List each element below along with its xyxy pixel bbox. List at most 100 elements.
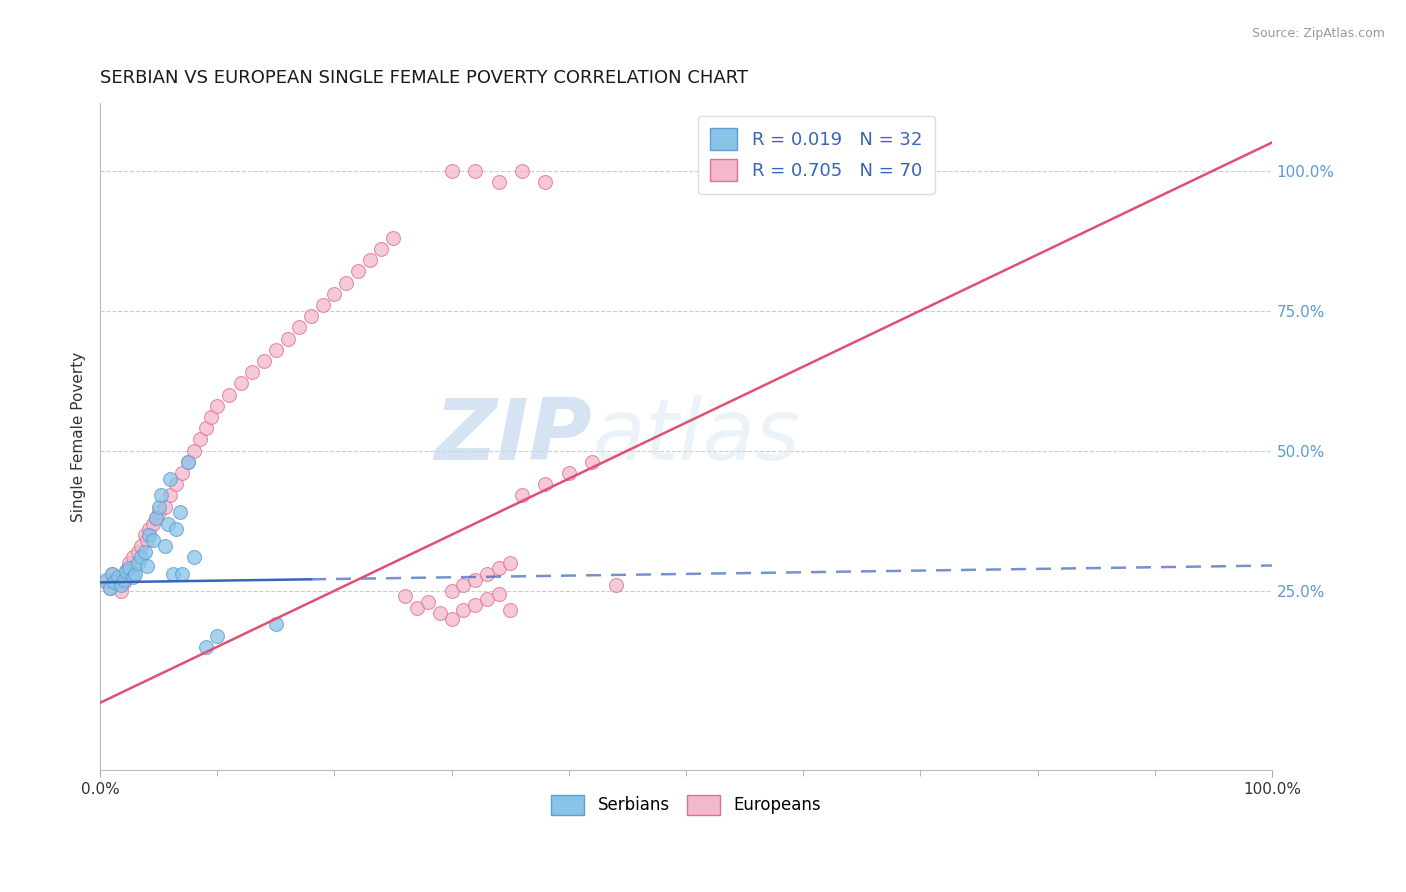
Point: [510, 488, 533, 502]
Point: [347, 264, 370, 278]
Point: [153, 539, 176, 553]
Point: [145, 511, 167, 525]
Point: [169, 505, 191, 519]
Point: [207, 628, 229, 642]
Point: [218, 387, 240, 401]
Point: [122, 550, 145, 565]
Point: [183, 550, 205, 565]
Point: [312, 298, 335, 312]
Point: [418, 595, 440, 609]
Point: [177, 455, 200, 469]
Point: [453, 578, 475, 592]
Point: [323, 286, 346, 301]
Point: [194, 421, 217, 435]
Point: [115, 564, 138, 578]
Point: [488, 175, 510, 189]
Point: [475, 592, 498, 607]
Point: [264, 343, 287, 357]
Point: [124, 566, 146, 581]
Point: [142, 533, 165, 548]
Point: [148, 505, 170, 519]
Point: [134, 544, 156, 558]
Point: [103, 575, 125, 590]
Point: [129, 539, 152, 553]
Point: [172, 466, 194, 480]
Point: [103, 573, 125, 587]
Point: [405, 600, 427, 615]
Point: [370, 242, 392, 256]
Point: [475, 566, 498, 581]
Point: [253, 354, 276, 368]
Point: [129, 550, 152, 565]
Point: [194, 640, 217, 654]
Point: [118, 561, 141, 575]
Point: [150, 488, 173, 502]
Point: [534, 477, 557, 491]
Point: [453, 603, 475, 617]
Point: [200, 410, 222, 425]
Point: [118, 556, 141, 570]
Point: [112, 575, 135, 590]
Point: [157, 516, 180, 531]
Point: [134, 527, 156, 541]
Point: [229, 376, 252, 391]
Point: [581, 455, 603, 469]
Point: [101, 566, 124, 581]
Point: [159, 472, 181, 486]
Point: [188, 433, 211, 447]
Point: [153, 500, 176, 514]
Point: [394, 590, 416, 604]
Point: [110, 583, 132, 598]
Point: [440, 612, 463, 626]
Point: [499, 603, 522, 617]
Text: ZIP: ZIP: [434, 395, 592, 478]
Point: [605, 578, 627, 592]
Y-axis label: Single Female Poverty: Single Female Poverty: [72, 351, 86, 522]
Point: [162, 566, 184, 581]
Point: [440, 583, 463, 598]
Point: [558, 466, 581, 480]
Point: [138, 522, 160, 536]
Point: [207, 399, 229, 413]
Point: [499, 556, 522, 570]
Text: atlas: atlas: [592, 395, 800, 478]
Point: [382, 231, 405, 245]
Point: [510, 163, 533, 178]
Point: [124, 558, 146, 573]
Point: [172, 566, 194, 581]
Point: [112, 573, 135, 587]
Point: [464, 598, 486, 612]
Point: [122, 570, 145, 584]
Legend: Serbians, Europeans: Serbians, Europeans: [544, 788, 828, 822]
Point: [142, 516, 165, 531]
Point: [464, 573, 486, 587]
Point: [335, 276, 357, 290]
Point: [359, 253, 381, 268]
Point: [264, 617, 287, 632]
Point: [136, 558, 159, 573]
Point: [183, 443, 205, 458]
Point: [242, 365, 264, 379]
Point: [429, 606, 451, 620]
Text: Source: ZipAtlas.com: Source: ZipAtlas.com: [1251, 27, 1385, 40]
Point: [138, 527, 160, 541]
Point: [115, 564, 138, 578]
Text: SERBIAN VS EUROPEAN SINGLE FEMALE POVERTY CORRELATION CHART: SERBIAN VS EUROPEAN SINGLE FEMALE POVERT…: [100, 69, 748, 87]
Point: [94, 573, 117, 587]
Point: [488, 561, 510, 575]
Point: [145, 511, 167, 525]
Point: [98, 581, 121, 595]
Point: [288, 320, 311, 334]
Point: [464, 163, 486, 178]
Point: [107, 570, 129, 584]
Point: [165, 522, 187, 536]
Point: [98, 581, 121, 595]
Point: [440, 163, 463, 178]
Point: [148, 500, 170, 514]
Point: [177, 455, 200, 469]
Point: [488, 586, 510, 600]
Point: [299, 310, 322, 324]
Point: [277, 332, 299, 346]
Point: [94, 575, 117, 590]
Point: [110, 578, 132, 592]
